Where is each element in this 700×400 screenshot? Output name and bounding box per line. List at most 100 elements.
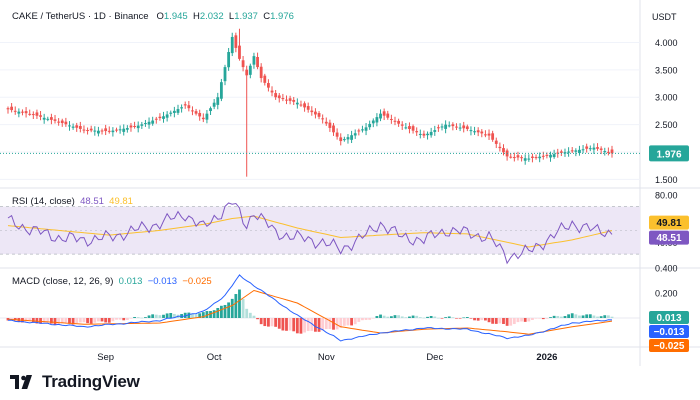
macd-hist-bar <box>216 307 220 318</box>
candle-body <box>97 130 100 134</box>
candle-body <box>6 108 10 110</box>
macd-hist-bar <box>187 312 191 318</box>
candle-body <box>35 112 39 116</box>
candle-body <box>219 82 223 99</box>
candle-body <box>191 110 194 112</box>
macd-hist-bar <box>299 318 303 334</box>
rsi-title: RSI (14, close) <box>12 196 75 207</box>
candle-body <box>567 151 570 153</box>
macd-hist-bar <box>404 317 408 318</box>
macd-hist-bar <box>295 318 299 334</box>
candle-body <box>122 128 126 132</box>
candle-body <box>212 102 216 107</box>
candle-body <box>408 126 411 130</box>
macd-hist-bar <box>223 304 227 318</box>
candle-body <box>494 140 498 144</box>
candle-body <box>183 104 187 106</box>
candle-body <box>172 110 176 113</box>
candle-body <box>599 148 603 150</box>
time-tick-label: 2026 <box>536 352 557 363</box>
candle-body <box>371 120 375 124</box>
candle-body <box>321 118 325 120</box>
macd-hist-bar <box>227 302 231 318</box>
candle-body <box>60 120 64 124</box>
macd-hist-bar <box>259 318 263 325</box>
macd-hist-bar <box>238 289 241 318</box>
candle-body <box>125 128 129 130</box>
rsi-ma-badge <box>649 215 689 230</box>
candle-body <box>357 130 361 132</box>
macd-hist-bar <box>277 318 281 329</box>
time-tick-label: Sep <box>97 352 114 363</box>
macd-hist-bar <box>371 318 375 319</box>
macd-hist-bar <box>107 318 111 323</box>
macd-hist-bar <box>364 318 368 320</box>
macd-hist-bar <box>444 317 448 318</box>
candle-body <box>462 125 466 129</box>
macd-hist-bar <box>82 318 86 323</box>
candle-body <box>39 115 42 117</box>
macd-hist-bar <box>230 298 234 318</box>
candle-body <box>415 131 419 133</box>
candle-body <box>418 133 422 135</box>
candle-body <box>198 112 202 117</box>
candle-body <box>559 151 563 153</box>
macd-hist-bar <box>368 318 372 320</box>
macd-hist-bar <box>350 318 353 326</box>
candle-body <box>549 154 552 158</box>
macd-hist-bar <box>162 314 165 318</box>
candle-body <box>75 125 79 128</box>
candle-body <box>165 114 169 118</box>
candle-body <box>277 95 281 99</box>
candle-body <box>176 109 180 113</box>
macd-hist-bar <box>100 318 104 322</box>
brand-footer[interactable]: TradingView <box>10 372 140 392</box>
macd-hist-bar <box>379 314 382 318</box>
macd-hist-bar <box>527 318 531 322</box>
candle-body <box>498 146 502 149</box>
macd-hist-bar <box>154 314 158 318</box>
macd-hist-bar <box>68 318 71 324</box>
macd-line-badge-label: −0.013 <box>654 327 685 338</box>
candle-body <box>144 123 147 125</box>
candle-body <box>382 111 386 116</box>
rsi-badge-label: 48.51 <box>656 233 681 244</box>
candle-body <box>100 130 104 132</box>
candle-body <box>68 125 71 127</box>
candle-body <box>82 129 86 131</box>
macd-hist-bar <box>436 317 440 319</box>
macd-hist-bar <box>78 318 82 323</box>
macd-hist-bar <box>473 318 476 321</box>
macd-hist-bar <box>324 318 328 330</box>
macd-hist-bar <box>53 318 57 325</box>
candle-body <box>154 118 158 120</box>
candle-body <box>267 83 270 88</box>
macd-hist-bar <box>144 317 147 318</box>
macd-hist-bar <box>523 318 527 322</box>
candle-body <box>545 154 549 156</box>
candle-body <box>574 150 578 152</box>
candle-body <box>17 111 21 114</box>
candle-body <box>274 93 278 98</box>
macd-hist-bar <box>520 318 523 322</box>
candle-body <box>491 133 495 140</box>
macd-hist-bar <box>234 294 238 318</box>
macd-hist-bar <box>484 318 487 321</box>
macd-hist-bar <box>429 315 433 318</box>
macd-tick-label: 0.200 <box>655 289 678 299</box>
macd-tick-label: 0.400 <box>655 264 678 274</box>
candle-body <box>209 108 212 112</box>
candle-body <box>78 126 82 129</box>
macd-signal-value: −0.025 <box>182 276 212 287</box>
candle-body <box>389 118 393 120</box>
macd-hist-badge <box>649 311 689 324</box>
candle-body <box>436 127 440 129</box>
macd-hist-bar <box>339 318 343 328</box>
candle-body <box>324 121 328 124</box>
candle-body <box>223 67 227 82</box>
candle-body <box>502 148 505 153</box>
rsi-value: 48.51 <box>80 196 104 207</box>
macd-hist-bar <box>559 316 563 318</box>
candle-body <box>93 130 97 132</box>
